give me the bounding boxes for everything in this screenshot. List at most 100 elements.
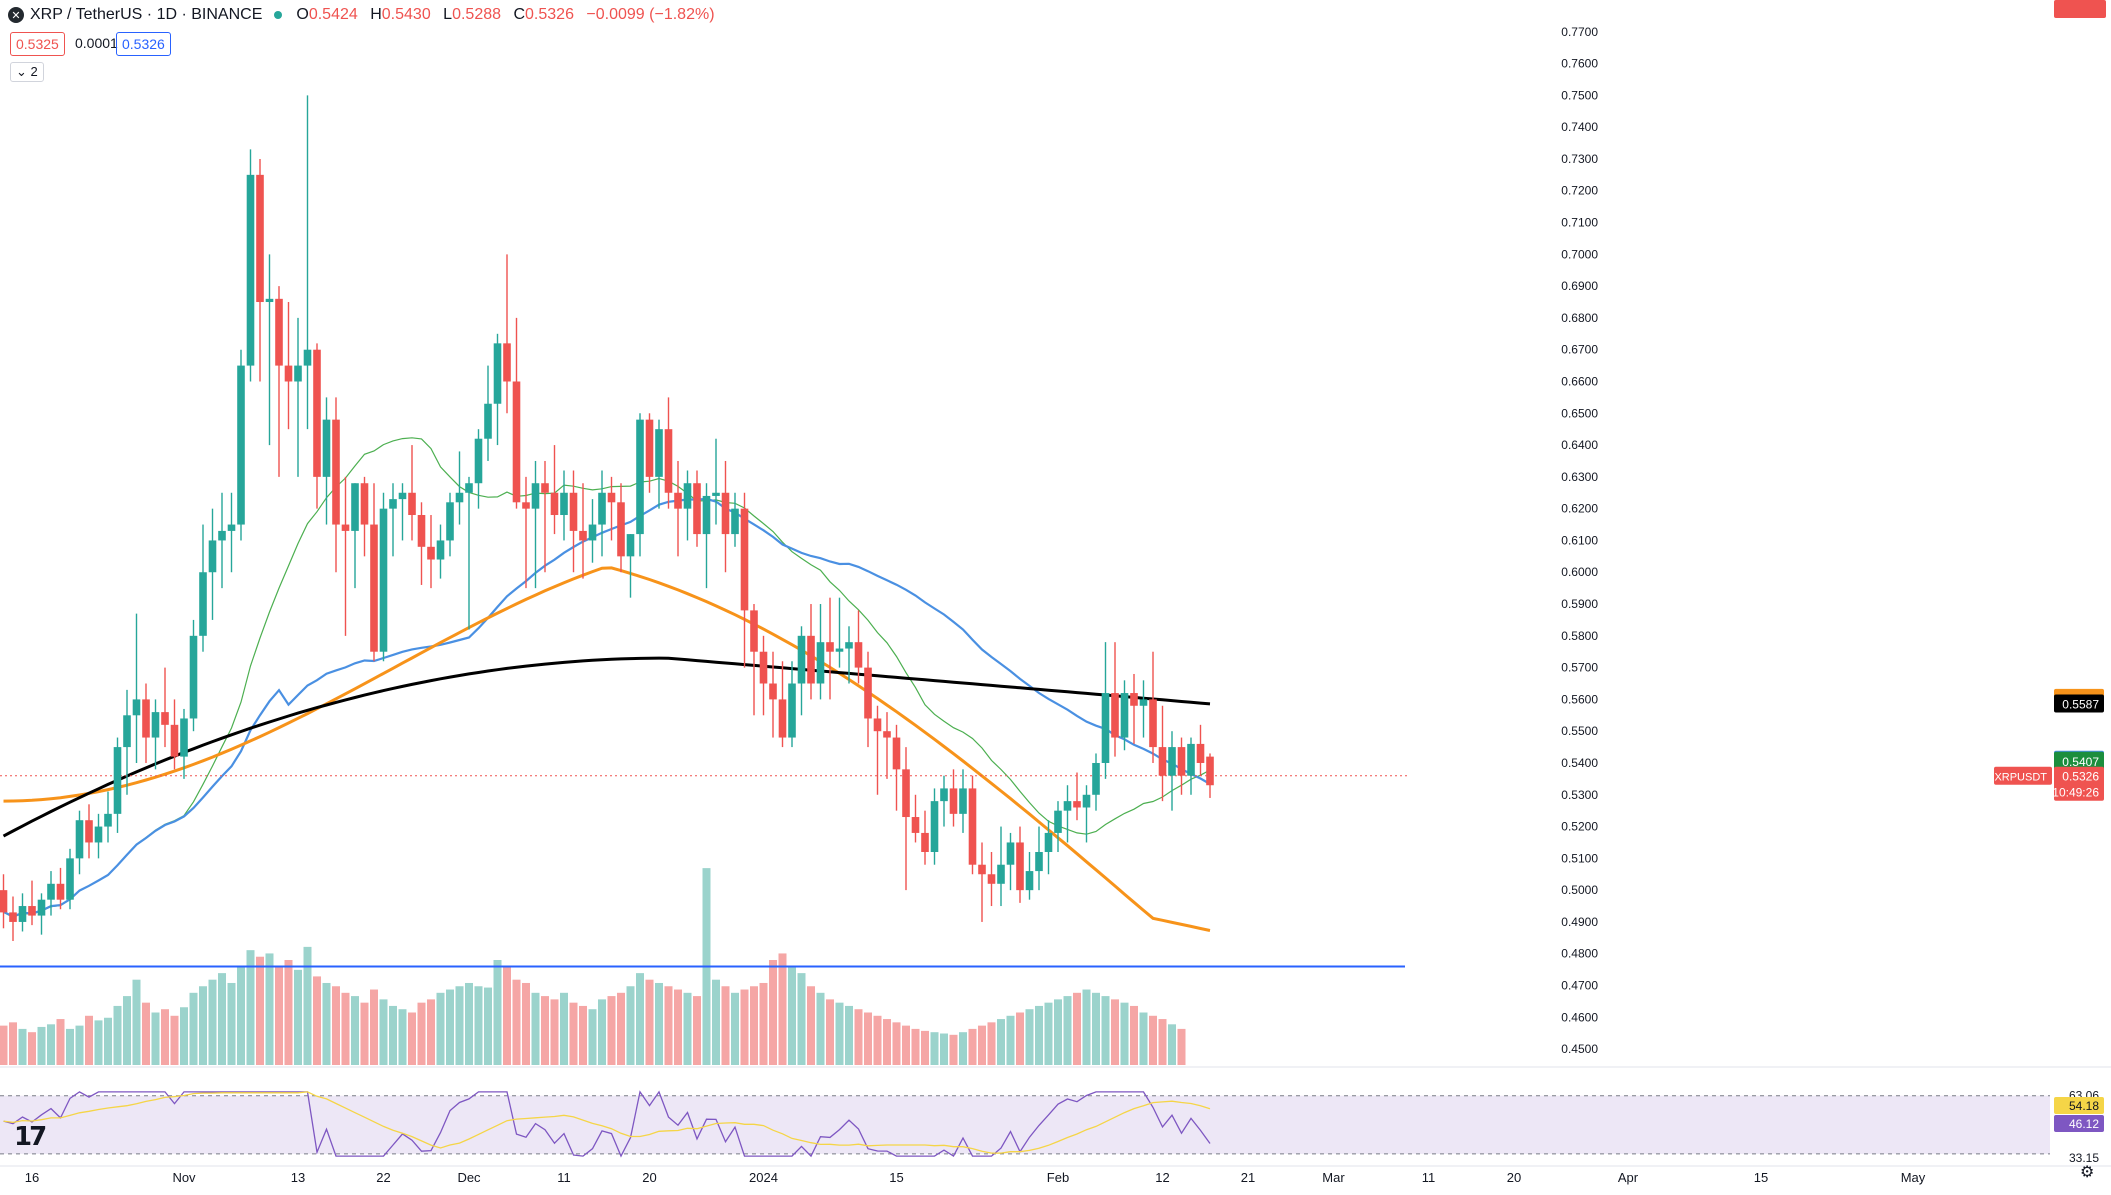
candle-body[interactable] — [921, 832, 929, 852]
candle-body[interactable] — [531, 483, 540, 509]
candle-body[interactable] — [427, 546, 435, 560]
candle-body[interactable] — [750, 610, 758, 652]
candle-body[interactable] — [902, 769, 910, 818]
candle-body[interactable] — [769, 683, 777, 700]
candle-body[interactable] — [180, 718, 188, 757]
candle-body[interactable] — [446, 502, 454, 541]
candle-body[interactable] — [1187, 743, 1195, 776]
candle-body[interactable] — [218, 530, 226, 541]
candle-body[interactable] — [1206, 756, 1214, 786]
candle-body[interactable] — [1054, 810, 1062, 833]
candle-body[interactable] — [455, 492, 464, 503]
candle-body[interactable] — [208, 540, 217, 573]
candle-body[interactable] — [664, 429, 673, 493]
candle-body[interactable] — [170, 724, 179, 757]
bid-price-button[interactable]: 0.5325 — [10, 32, 65, 56]
indicators-toggle-button[interactable]: ⌄ 2 — [10, 62, 44, 82]
candle-body[interactable] — [237, 365, 245, 525]
candle-body[interactable] — [655, 429, 663, 477]
candle-body[interactable] — [503, 343, 511, 382]
candle-body[interactable] — [0, 890, 8, 913]
candle-body[interactable] — [579, 530, 587, 541]
candle-body[interactable] — [113, 747, 122, 814]
candle-body[interactable] — [265, 298, 274, 303]
candle-body[interactable] — [132, 699, 141, 716]
candle-body[interactable] — [1158, 747, 1167, 776]
candle-body[interactable] — [864, 667, 872, 719]
candle-body[interactable] — [1196, 743, 1205, 763]
candle-body[interactable] — [702, 495, 711, 535]
candle-body[interactable] — [949, 788, 958, 814]
candle-body[interactable] — [294, 365, 302, 382]
candle-body[interactable] — [1035, 852, 1043, 872]
candle-body[interactable] — [759, 651, 768, 684]
gear-icon[interactable]: ⚙ — [2080, 1162, 2095, 1181]
candle-body[interactable] — [1177, 747, 1186, 776]
candle-body[interactable] — [246, 174, 255, 366]
candle-body[interactable] — [370, 524, 378, 652]
candle-body[interactable] — [275, 298, 283, 366]
candle-body[interactable] — [284, 365, 293, 382]
ask-price-button[interactable]: 0.5326 — [116, 32, 171, 56]
candle-body[interactable] — [56, 883, 65, 900]
candle-body[interactable] — [959, 788, 967, 814]
candle-body[interactable] — [721, 492, 730, 535]
candle-body[interactable] — [598, 492, 606, 525]
candle-body[interactable] — [9, 912, 17, 922]
candle-body[interactable] — [873, 718, 882, 732]
candle-body[interactable] — [379, 508, 388, 652]
candle-body[interactable] — [883, 731, 891, 738]
candle-body[interactable] — [161, 712, 169, 725]
candle-body[interactable] — [816, 642, 825, 684]
candle-body[interactable] — [28, 906, 36, 916]
candle-body[interactable] — [636, 419, 644, 535]
candle-body[interactable] — [85, 820, 93, 843]
candle-body[interactable] — [911, 817, 920, 833]
candle-body[interactable] — [322, 419, 331, 477]
candle-body[interactable] — [66, 858, 74, 900]
candle-body[interactable] — [588, 524, 597, 541]
candle-body[interactable] — [398, 492, 407, 500]
candle-body[interactable] — [1006, 842, 1015, 865]
candle-body[interactable] — [18, 906, 27, 922]
candle-body[interactable] — [484, 403, 492, 439]
candle-body[interactable] — [1063, 801, 1072, 811]
candle-body[interactable] — [227, 524, 236, 531]
candle-body[interactable] — [626, 534, 635, 557]
candle-body[interactable] — [617, 502, 625, 557]
tradingview-logo-icon[interactable]: 17 — [14, 1122, 47, 1152]
candle-body[interactable] — [978, 864, 986, 875]
candle-body[interactable] — [1130, 693, 1138, 706]
symbol-title[interactable]: XRP / TetherUS · 1D · BINANCE — [30, 6, 263, 23]
candle-body[interactable] — [151, 712, 160, 738]
candle-body[interactable] — [522, 502, 530, 509]
candle-body[interactable] — [1016, 842, 1024, 891]
candle-body[interactable] — [313, 349, 321, 477]
candle-body[interactable] — [104, 813, 112, 827]
candle-body[interactable] — [854, 642, 863, 668]
candle-body[interactable] — [541, 483, 549, 493]
candle-body[interactable] — [199, 572, 207, 636]
candle-body[interactable] — [835, 648, 844, 652]
candle-body[interactable] — [47, 883, 55, 900]
candle-body[interactable] — [940, 788, 948, 802]
candle-body[interactable] — [731, 508, 739, 535]
candle-body[interactable] — [645, 419, 654, 477]
candle-body[interactable] — [408, 492, 416, 516]
candle-body[interactable] — [1111, 693, 1119, 738]
candle-body[interactable] — [1139, 699, 1148, 706]
candle-body[interactable] — [845, 642, 853, 649]
candle-body[interactable] — [740, 508, 749, 611]
candle-body[interactable] — [797, 635, 806, 684]
candle-body[interactable] — [712, 492, 720, 496]
candle-body[interactable] — [1092, 762, 1100, 795]
candle-body[interactable] — [360, 483, 369, 525]
candle-body[interactable] — [474, 438, 483, 484]
candle-body[interactable] — [1101, 693, 1110, 763]
candle-body[interactable] — [1082, 794, 1091, 808]
candle-body[interactable] — [569, 492, 578, 531]
candle-body[interactable] — [968, 788, 977, 865]
candle-body[interactable] — [512, 381, 521, 503]
